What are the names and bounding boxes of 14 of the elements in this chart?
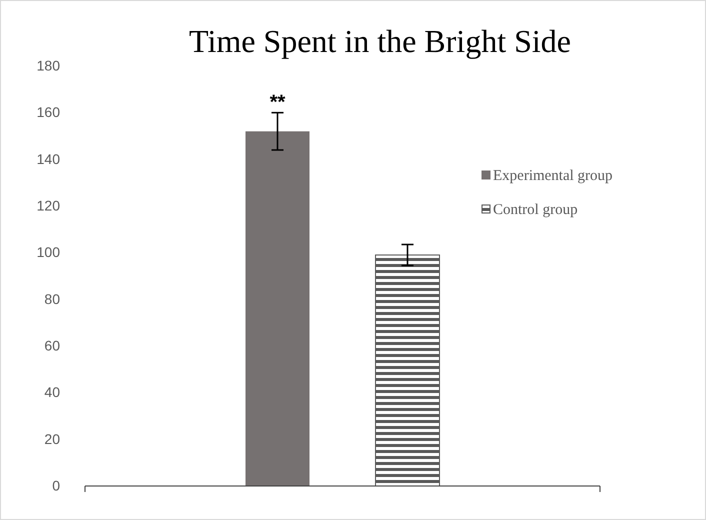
y-tick-label: 180 — [36, 57, 60, 74]
y-tick-label: 20 — [44, 430, 60, 447]
y-tick-label: 0 — [52, 477, 60, 494]
y-tick-label: 100 — [36, 244, 60, 260]
y-tick-label: 80 — [44, 290, 60, 307]
y-tick-label: 60 — [44, 337, 60, 354]
legend-label: Experimental group — [493, 168, 613, 184]
y-tick-label: 120 — [36, 197, 60, 214]
annotation: ** — [270, 92, 286, 114]
chart-title: Time Spent in the Bright Side — [189, 23, 571, 59]
y-tick-label: 160 — [36, 104, 60, 120]
y-tick-label: 140 — [36, 150, 60, 167]
legend-label: Control group — [493, 202, 578, 218]
y-tick-label: 40 — [44, 384, 60, 400]
